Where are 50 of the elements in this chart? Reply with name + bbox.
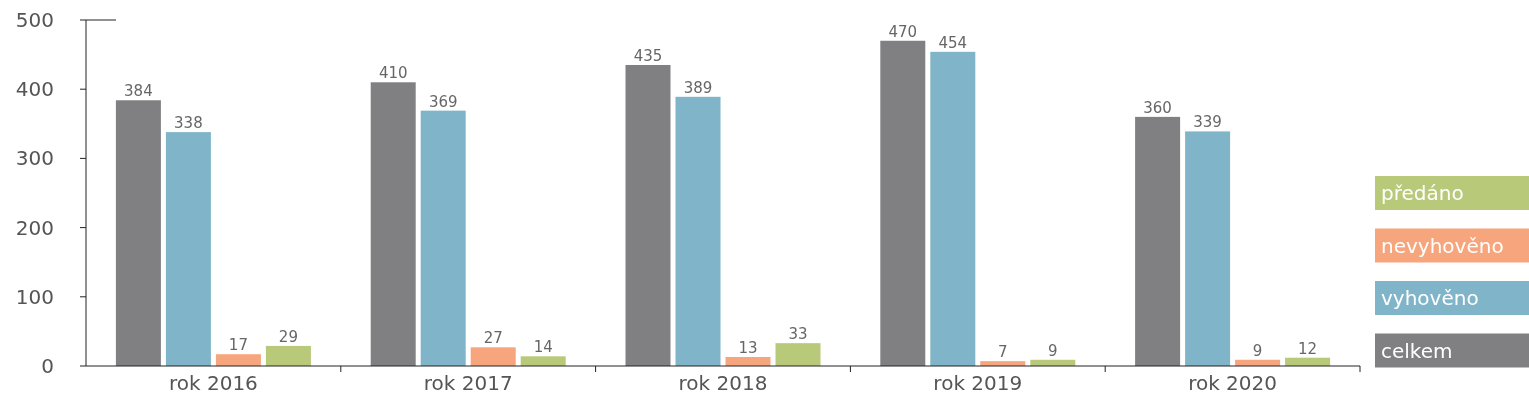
y-tick-label: 400 <box>15 77 54 102</box>
bar <box>470 347 516 366</box>
bar <box>520 356 566 366</box>
text: nevyhověno <box>1381 233 1504 258</box>
bar <box>370 82 416 366</box>
data-label: 9 <box>1252 341 1263 360</box>
data-label: 12 <box>1298 339 1318 358</box>
text: vyhověno <box>1381 286 1479 310</box>
bar <box>775 343 821 366</box>
x-tick-label: rok 2017 <box>423 371 513 395</box>
bar <box>115 100 161 366</box>
data-label: 9 <box>1048 341 1058 360</box>
data-label: 360 <box>1143 98 1172 117</box>
bar <box>1185 131 1231 366</box>
data-label: 29 <box>278 327 298 346</box>
data-label: 384 <box>124 82 153 101</box>
data-label: 410 <box>378 64 408 83</box>
data-label: 470 <box>888 22 918 41</box>
y-tick-label: 200 <box>15 215 54 240</box>
data-label: 338 <box>174 114 203 133</box>
bar <box>420 110 466 366</box>
text: celkem <box>1381 338 1453 363</box>
y-tick-label: 300 <box>15 146 54 171</box>
data-label: 17 <box>228 336 248 355</box>
bar <box>215 354 261 366</box>
bar <box>265 345 311 366</box>
bar <box>625 64 671 366</box>
bar <box>930 51 976 366</box>
x-tick-label: rok 2016 <box>168 371 258 395</box>
data-label: 13 <box>738 339 758 357</box>
x-tick-label: rok 2018 <box>678 371 768 395</box>
bar <box>1135 116 1181 366</box>
bar <box>675 96 721 366</box>
bar <box>880 40 926 366</box>
y-tick-label: 100 <box>15 284 54 309</box>
data-label: 454 <box>938 33 968 52</box>
data-label: 369 <box>428 92 458 111</box>
data-label: 339 <box>1193 113 1222 132</box>
bar <box>165 132 211 366</box>
text: předáno <box>1381 181 1464 205</box>
y-tick-label: 500 <box>15 8 54 32</box>
y-tick-label: 0 <box>41 354 54 378</box>
data-label: 7 <box>998 343 1008 362</box>
data-label: 14 <box>533 338 553 357</box>
x-tick-label: rok 2019 <box>933 371 1023 395</box>
data-label: 389 <box>683 78 713 97</box>
x-tick-label: rok 2020 <box>1188 371 1278 395</box>
data-label: 33 <box>788 325 808 344</box>
data-label: 27 <box>483 329 503 348</box>
data-label: 435 <box>633 46 663 65</box>
